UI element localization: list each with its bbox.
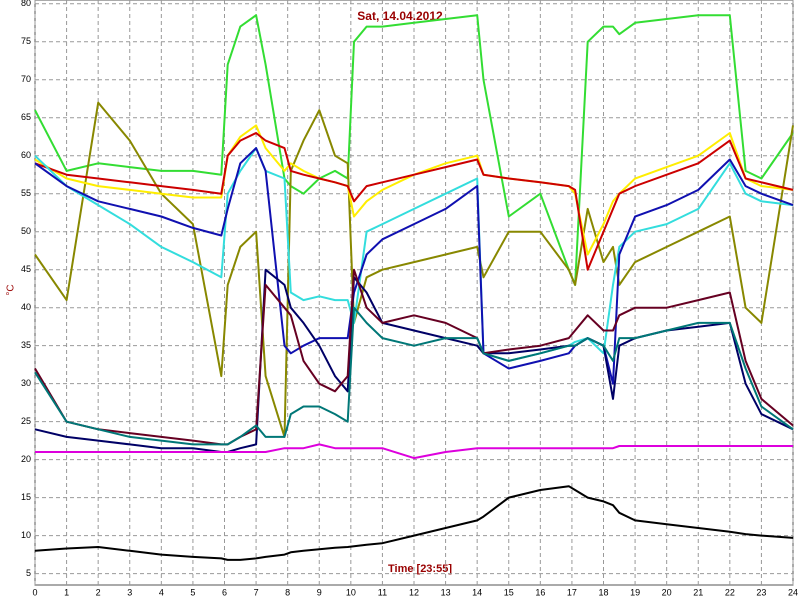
x-tick-label: 14	[472, 587, 482, 597]
y-tick-label: 10	[21, 530, 31, 540]
x-tick-label: 16	[535, 587, 545, 597]
x-tick-label: 21	[693, 587, 703, 597]
y-tick-label: 50	[21, 226, 31, 236]
x-tick-label: 3	[127, 587, 132, 597]
x-tick-label: 1	[64, 587, 69, 597]
y-tick-label: 35	[21, 340, 31, 350]
y-axis-title: °C	[6, 284, 17, 295]
y-tick-label: 65	[21, 112, 31, 122]
series-line	[34, 147, 794, 362]
y-tick-label: 20	[21, 454, 31, 464]
x-tick-label: 24	[788, 587, 798, 597]
x-tick-label: 22	[725, 587, 735, 597]
series-line	[34, 485, 794, 561]
y-tick-label: 15	[21, 492, 31, 502]
x-tick-label: 4	[159, 587, 164, 597]
series-line	[34, 101, 794, 438]
y-tick-label: 60	[21, 150, 31, 160]
y-tick-label: 30	[21, 378, 31, 388]
x-tick-label: 8	[285, 587, 290, 597]
series-line	[34, 132, 794, 271]
x-tick-label: 11	[378, 587, 387, 597]
y-tick-label: 25	[21, 416, 31, 426]
x-tick-label: 19	[630, 587, 640, 597]
y-tick-label: 70	[21, 74, 31, 84]
x-tick-label: 5	[190, 587, 195, 597]
x-tick-label: 9	[317, 587, 322, 597]
x-tick-label: 10	[346, 587, 356, 597]
y-tick-label: 45	[21, 264, 31, 274]
x-tick-label: 6	[222, 587, 227, 597]
x-tick-label: 0	[32, 587, 37, 597]
series-line	[35, 443, 793, 460]
series-line	[34, 14, 794, 286]
y-tick-label: 80	[21, 0, 31, 8]
x-tick-label: 7	[254, 587, 259, 597]
y-tick-label: 75	[21, 36, 31, 46]
y-tick-label: 40	[21, 302, 31, 312]
x-tick-label: 20	[662, 587, 672, 597]
series-line	[34, 147, 794, 385]
x-tick-label: 17	[567, 587, 577, 597]
x-tick-label: 13	[441, 587, 451, 597]
x-axis-title: Time [23:55]	[388, 563, 452, 575]
series-line	[34, 306, 794, 446]
x-tick-label: 23	[756, 587, 766, 597]
y-tick-label: 5	[26, 568, 31, 578]
x-tick-label: 15	[504, 587, 514, 597]
chart-title: Sat, 14.04.2012	[357, 9, 443, 23]
x-tick-label: 2	[96, 587, 101, 597]
x-tick-label: 12	[409, 587, 419, 597]
x-tick-label: 18	[598, 587, 608, 597]
y-tick-label: 55	[21, 188, 31, 198]
